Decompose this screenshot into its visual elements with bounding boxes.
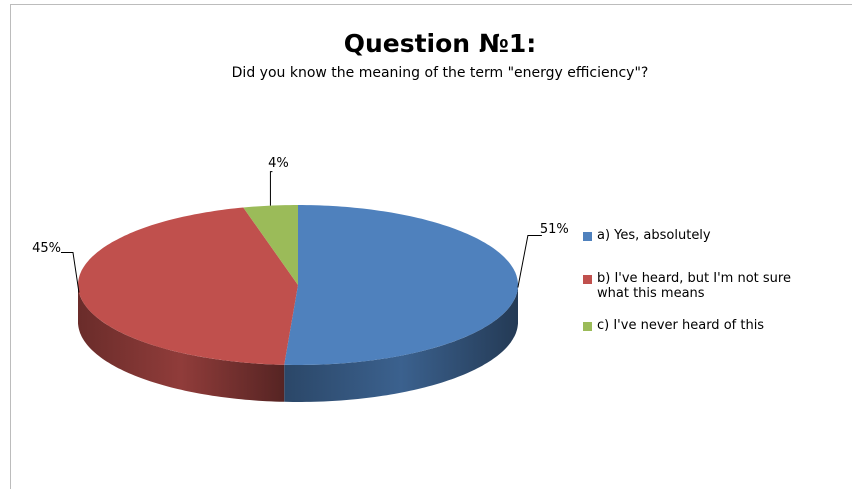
slice bbox=[243, 205, 298, 285]
slice-side bbox=[78, 285, 285, 402]
chart-subtitle: Did you know the meaning of the term "en… bbox=[232, 65, 649, 81]
legend-swatch bbox=[583, 232, 592, 241]
legend-swatch bbox=[583, 275, 592, 284]
leader-line bbox=[517, 235, 542, 288]
legend-item: a) Yes, absolutely bbox=[583, 228, 823, 243]
legend-item: b) I've heard, but I'm not sure what thi… bbox=[583, 271, 823, 301]
leader-line bbox=[269, 171, 273, 206]
data-label: 4% bbox=[268, 156, 289, 171]
slice bbox=[284, 205, 518, 365]
data-label: 51% bbox=[540, 222, 569, 237]
leader-line bbox=[60, 252, 80, 293]
slice bbox=[78, 207, 298, 365]
legend-item: c) I've never heard of this bbox=[583, 318, 823, 333]
legend-swatch bbox=[583, 322, 592, 331]
chart-frame bbox=[10, 4, 852, 489]
chart-title: Question №1: bbox=[344, 29, 537, 58]
legend-label: c) I've never heard of this bbox=[597, 318, 765, 333]
slice-side bbox=[284, 285, 518, 402]
data-label: 45% bbox=[32, 241, 61, 256]
legend-label: a) Yes, absolutely bbox=[597, 228, 711, 243]
legend-label: b) I've heard, but I'm not sure what thi… bbox=[597, 271, 791, 301]
